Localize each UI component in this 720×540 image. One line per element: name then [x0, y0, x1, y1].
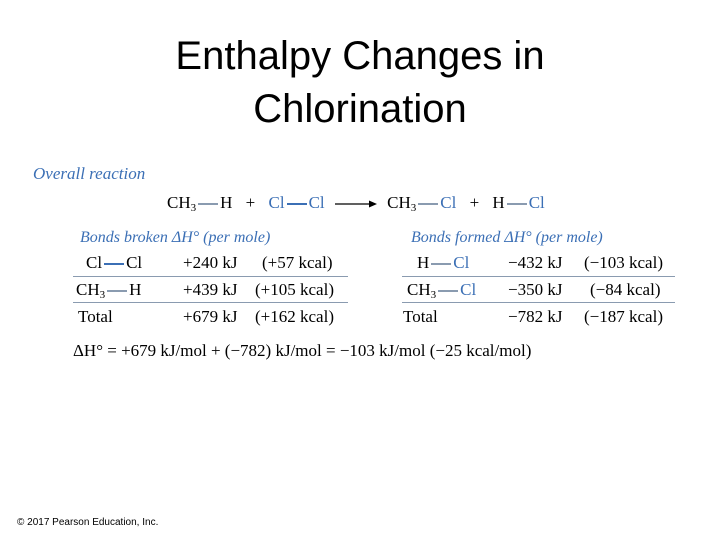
table-divider	[73, 302, 348, 303]
table-divider	[73, 276, 348, 277]
bond-energy-value: −432 kJ	[508, 253, 563, 272]
bond-line-icon	[506, 203, 527, 206]
title-line-1: Enthalpy Changes in	[175, 34, 545, 78]
bond-line-icon	[286, 203, 307, 206]
bond-energy-kcal: (+57 kcal)	[262, 253, 333, 272]
plus-sign: +	[469, 193, 480, 212]
bond-energy-value: −350 kJ	[508, 280, 563, 299]
table-row: Cl Cl	[86, 253, 143, 272]
reactant-2: Cl Cl	[268, 193, 325, 212]
total-label: Total	[403, 307, 438, 326]
bonds-formed-header: Bonds formed ΔH° (per mole)	[411, 229, 603, 246]
bond-energy-value: +439 kJ	[183, 280, 238, 299]
copyright-notice: © 2017 Pearson Education, Inc.	[17, 517, 159, 528]
bond-line-icon	[198, 203, 219, 206]
reactant-1: CH3 H	[167, 193, 233, 214]
bond-line-icon	[104, 263, 125, 266]
total-label: Total	[78, 307, 113, 326]
bond-energy-kcal: (−103 kcal)	[584, 253, 663, 272]
bond-line-icon	[418, 203, 439, 206]
bond-line-icon	[107, 290, 128, 293]
overall-reaction-label: Overall reaction	[33, 164, 146, 183]
total-value: −782 kJ	[508, 307, 563, 326]
table-divider	[402, 276, 675, 277]
bond-line-icon	[431, 263, 452, 266]
bond-energy-kcal: (−84 kcal)	[590, 280, 661, 299]
total-value: +679 kJ	[183, 307, 238, 326]
reaction-arrow-icon	[334, 200, 377, 208]
slide-title: Enthalpy Changes in Chlorination	[0, 30, 720, 136]
total-kcal: (+162 kcal)	[255, 307, 334, 326]
table-row: CH3 H	[76, 280, 142, 301]
table-row: H Cl	[417, 253, 470, 272]
table-row: CH3 Cl	[407, 280, 477, 301]
bond-line-icon	[438, 290, 459, 293]
total-kcal: (−187 kcal)	[584, 307, 663, 326]
product-2: H Cl	[492, 193, 545, 212]
bond-energy-value: +240 kJ	[183, 253, 238, 272]
plus-sign: +	[245, 193, 256, 212]
bond-energy-kcal: (+105 kcal)	[255, 280, 334, 299]
table-divider	[402, 302, 675, 303]
product-1: CH3 Cl	[387, 193, 457, 214]
bonds-broken-header: Bonds broken ΔH° (per mole)	[80, 229, 271, 246]
overall-reaction-equation: CH3 H + Cl Cl CH3 Cl + H Cl	[167, 193, 545, 214]
title-line-2: Chlorination	[253, 87, 467, 131]
enthalpy-equation: ΔH° = +679 kJ/mol + (−782) kJ/mol = −103…	[73, 341, 532, 360]
